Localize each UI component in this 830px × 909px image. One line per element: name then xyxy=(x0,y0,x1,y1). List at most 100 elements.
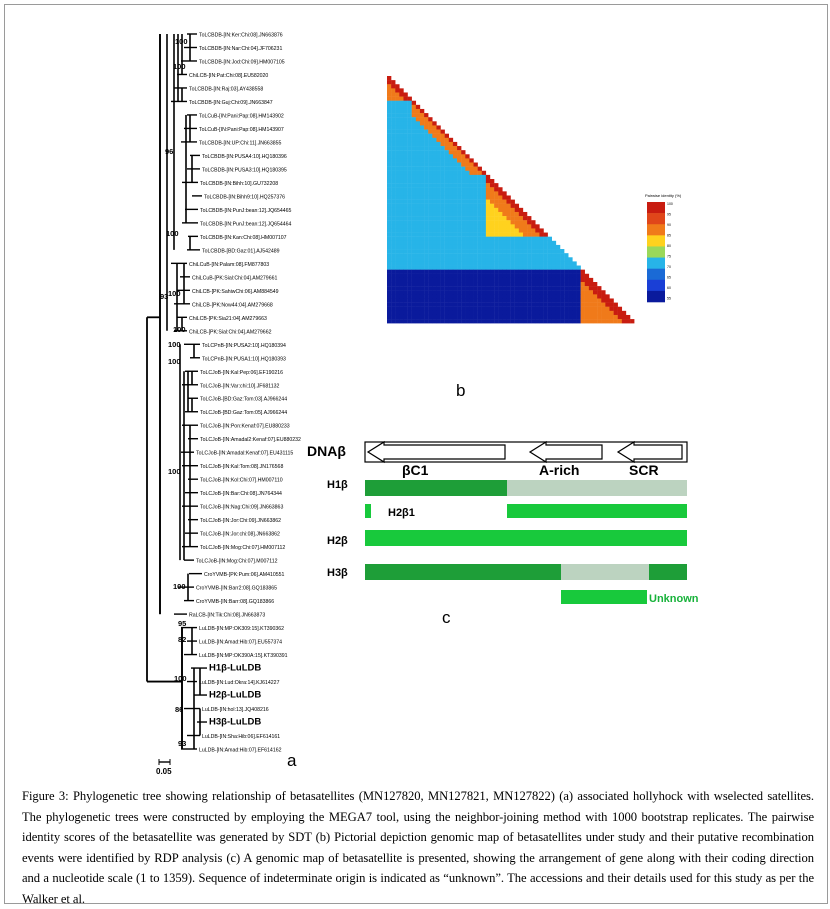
tree-leaf-label: ToLCuB-[IN:Pani:Pap:08].HM143902 xyxy=(199,113,284,119)
tree-leaf-label: ToLCJoB-[IN:Jor:chi:08].JN663862 xyxy=(200,532,280,538)
heatmap-cell xyxy=(535,294,540,299)
bootstrap-value: 100 xyxy=(166,229,179,238)
heatmap-cell xyxy=(440,232,445,237)
heatmap-cell xyxy=(461,240,466,246)
heatmap-cell xyxy=(539,294,544,299)
heatmap-cell xyxy=(498,199,503,204)
heatmap-cell xyxy=(477,253,482,258)
heatmap-cell xyxy=(391,228,396,233)
heatmap-cell xyxy=(473,203,478,209)
heatmap-cell xyxy=(411,203,417,209)
heatmap-cell xyxy=(469,290,474,295)
heatmap-cell xyxy=(387,150,392,155)
heatmap-cell xyxy=(588,294,594,299)
heatmap-cell xyxy=(510,240,515,246)
heatmap-cell xyxy=(473,220,478,225)
heatmap-cell xyxy=(391,195,396,200)
heatmap-cell xyxy=(432,121,437,126)
heatmap-cell xyxy=(506,207,511,213)
heatmap-cell xyxy=(535,228,540,233)
heatmap-cell xyxy=(584,310,590,316)
heatmap-cell xyxy=(498,319,503,324)
tree-leaf-label: ToLCJoB-[IN:Kal:Pep:06].EF190216 xyxy=(200,370,283,376)
heatmap-cell xyxy=(485,253,491,258)
heatmap-cell xyxy=(407,314,412,320)
heatmap-cell xyxy=(452,216,458,221)
heatmap-cell xyxy=(605,302,610,307)
heatmap-cell xyxy=(465,298,470,303)
heatmap-cell xyxy=(539,240,544,246)
heatmap-cell xyxy=(564,269,569,274)
heatmap-cell xyxy=(506,203,511,209)
heatmap-cell xyxy=(527,319,532,324)
heatmap-cell xyxy=(490,282,495,287)
legend-tick: 100 xyxy=(667,202,673,206)
heatmap-cell xyxy=(543,273,548,279)
heatmap-cell xyxy=(477,306,482,312)
heatmap-cell xyxy=(518,314,524,320)
heatmap-cell xyxy=(457,170,462,176)
heatmap-cell xyxy=(490,298,495,303)
heatmap-cell xyxy=(436,129,441,134)
heatmap-cell xyxy=(391,306,396,312)
heatmap-cell xyxy=(436,253,441,258)
heatmap-cell xyxy=(415,314,421,320)
legend-swatch xyxy=(647,257,665,269)
heatmap-cell xyxy=(481,199,487,204)
heatmap-cell xyxy=(440,306,445,312)
heatmap-cell xyxy=(444,273,449,279)
heatmap-cell xyxy=(481,249,487,254)
heatmap-cell xyxy=(407,290,412,295)
heatmap-cell xyxy=(461,183,466,188)
heatmap-cell xyxy=(461,310,466,316)
heatmap-cell xyxy=(543,240,548,246)
heatmap-cell xyxy=(485,282,491,287)
heatmap-cell xyxy=(593,290,598,295)
heatmap-cell xyxy=(387,80,392,85)
heatmap-cell xyxy=(411,253,417,258)
heatmap-cell xyxy=(568,294,573,299)
heatmap-cell xyxy=(419,224,425,229)
heatmap-cell xyxy=(465,195,470,200)
heatmap-cell xyxy=(391,314,396,320)
legend-tick: 60 xyxy=(667,286,671,290)
heatmap-cell xyxy=(411,232,417,237)
heatmap-cell xyxy=(510,199,515,204)
heatmap-cell xyxy=(440,253,445,258)
heatmap-cell xyxy=(522,244,528,250)
heatmap-cell xyxy=(407,117,412,122)
heatmap-cell xyxy=(502,319,507,324)
heatmap-cell xyxy=(522,236,528,241)
heatmap-cell xyxy=(440,183,445,188)
heatmap-cell xyxy=(547,244,552,250)
heatmap-cell xyxy=(440,244,445,250)
heatmap-cell xyxy=(391,154,396,159)
heatmap-cell xyxy=(432,179,437,184)
heatmap-cell xyxy=(547,249,552,254)
heatmap-cell xyxy=(440,319,445,324)
heatmap-cell xyxy=(387,170,392,176)
heatmap-cell xyxy=(518,298,524,303)
heatmap-cell xyxy=(436,207,441,213)
heatmap-cell xyxy=(465,261,470,266)
heatmap-cell xyxy=(551,298,557,303)
heatmap-cell xyxy=(514,306,520,312)
heatmap-cell xyxy=(424,133,429,138)
heatmap-cell xyxy=(498,216,503,221)
heatmap-cell xyxy=(465,244,470,250)
bootstrap-value: 86 xyxy=(175,705,183,714)
heatmap-cell xyxy=(580,319,585,324)
heatmap-cell xyxy=(527,253,532,258)
heatmap-cell xyxy=(403,187,408,192)
heatmap-cell xyxy=(444,319,449,324)
heatmap-cell xyxy=(440,224,445,229)
heatmap-cell xyxy=(411,286,417,291)
heatmap-cell xyxy=(490,310,495,316)
heatmap-cell xyxy=(613,306,618,312)
heatmap-cell xyxy=(391,244,396,250)
heatmap-cell xyxy=(527,286,532,291)
heatmap-cell xyxy=(403,273,408,279)
heatmap-cell xyxy=(395,141,400,147)
heatmap-cell xyxy=(395,195,400,200)
heatmap-cell xyxy=(605,294,610,299)
